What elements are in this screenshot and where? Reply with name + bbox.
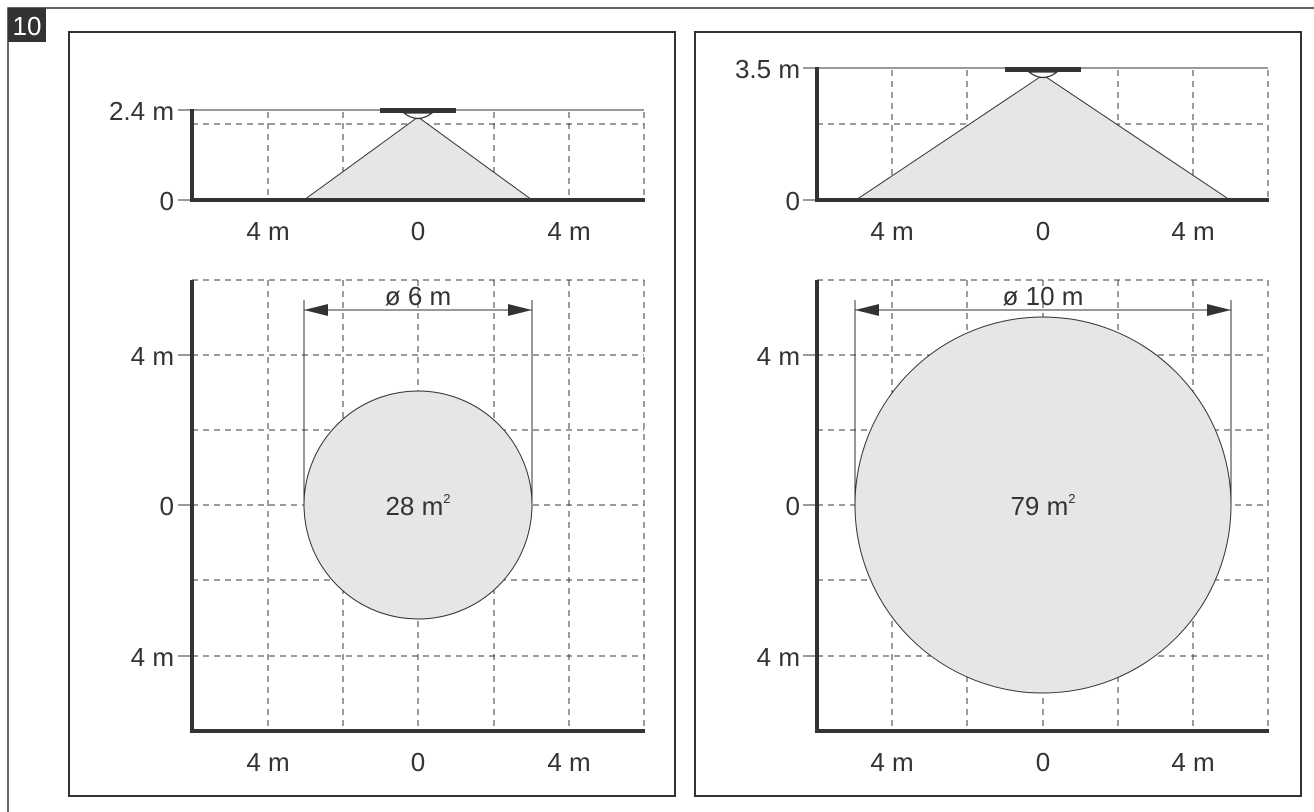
right-top-y-tick-label: 4 m xyxy=(757,341,800,371)
left-height-label: 2.4 m xyxy=(109,96,174,126)
left-side-x-tick: 4 m xyxy=(547,216,590,246)
right-area-label: 79 m2 xyxy=(1010,491,1075,521)
left-area-superscript: 2 xyxy=(443,491,450,506)
left-detector-body xyxy=(380,108,456,113)
right-top-y-tick-label: 0 xyxy=(786,491,800,521)
left-top-y-tick-label: 4 m xyxy=(131,341,174,371)
left-top-x-tick-label: 0 xyxy=(411,747,425,777)
right-height-label: 3.5 m xyxy=(735,54,800,84)
left-detection-cone xyxy=(302,116,534,201)
left-diameter-arrow-right xyxy=(508,304,532,316)
right-side-zero-label: 0 xyxy=(786,186,800,216)
right-top-view: ø 10 m 79 m2 4 m 0 4 m 4 m 0 4 m xyxy=(757,279,1269,777)
left-side-zero-label: 0 xyxy=(160,186,174,216)
left-panel: 2.4 m 0 4 m 0 4 m xyxy=(68,31,676,797)
figure-number: 10 xyxy=(13,11,42,41)
right-detector-lens xyxy=(1027,71,1059,79)
left-panel-border xyxy=(68,31,676,797)
right-top-x-tick-label: 0 xyxy=(1036,747,1050,777)
right-detection-cone xyxy=(854,74,1232,201)
left-top-y-tick-label: 0 xyxy=(160,491,174,521)
right-diameter-arrow-right xyxy=(1207,304,1231,316)
right-side-view: 3.5 m 0 4 m 0 4 m xyxy=(735,54,1269,246)
left-top-x-tick-label: 4 m xyxy=(547,747,590,777)
right-side-x-tick: 4 m xyxy=(1171,216,1214,246)
right-diameter-label: ø 10 m xyxy=(1003,281,1084,311)
right-panel-border xyxy=(694,31,1302,797)
right-detector-body xyxy=(1005,67,1081,72)
left-diameter-label: ø 6 m xyxy=(385,281,451,311)
right-panel: 3.5 m 0 4 m 0 4 m xyxy=(694,31,1302,797)
left-top-x-tick-label: 4 m xyxy=(246,747,289,777)
left-top-view: ø 6 m 28 m2 4 m 0 4 m 4 m 0 4 m xyxy=(131,279,645,777)
right-top-y-tick-label: 4 m xyxy=(757,642,800,672)
right-side-x-tick: 4 m xyxy=(870,216,913,246)
left-diameter-arrow-left xyxy=(304,304,328,316)
left-side-x-tick: 0 xyxy=(411,216,425,246)
left-top-y-tick-label: 4 m xyxy=(131,642,174,672)
right-top-x-tick-label: 4 m xyxy=(1171,747,1214,777)
right-side-x-tick: 0 xyxy=(1036,216,1050,246)
left-area-label: 28 m2 xyxy=(385,491,450,521)
left-side-x-tick: 4 m xyxy=(246,216,289,246)
left-detector-lens xyxy=(402,112,434,120)
figure-number-badge xyxy=(8,8,46,42)
right-area-value: 79 m xyxy=(1010,491,1068,521)
right-diameter-arrow-left xyxy=(855,304,879,316)
left-area-value: 28 m xyxy=(385,491,443,521)
right-top-x-tick-label: 4 m xyxy=(870,747,913,777)
left-side-view: 2.4 m 0 4 m 0 4 m xyxy=(109,96,645,246)
right-area-superscript: 2 xyxy=(1068,491,1075,506)
